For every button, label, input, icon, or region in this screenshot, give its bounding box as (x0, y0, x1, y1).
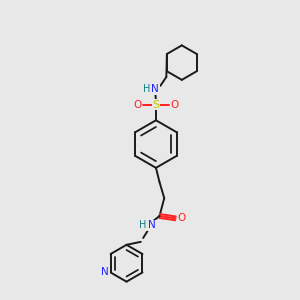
Text: S: S (152, 100, 160, 110)
Text: N: N (152, 84, 159, 94)
Text: H: H (140, 220, 147, 230)
Text: N: N (148, 220, 155, 230)
Text: O: O (177, 213, 186, 224)
Text: O: O (133, 100, 141, 110)
Text: H: H (143, 84, 150, 94)
Text: O: O (170, 100, 179, 110)
Text: N: N (101, 268, 109, 278)
